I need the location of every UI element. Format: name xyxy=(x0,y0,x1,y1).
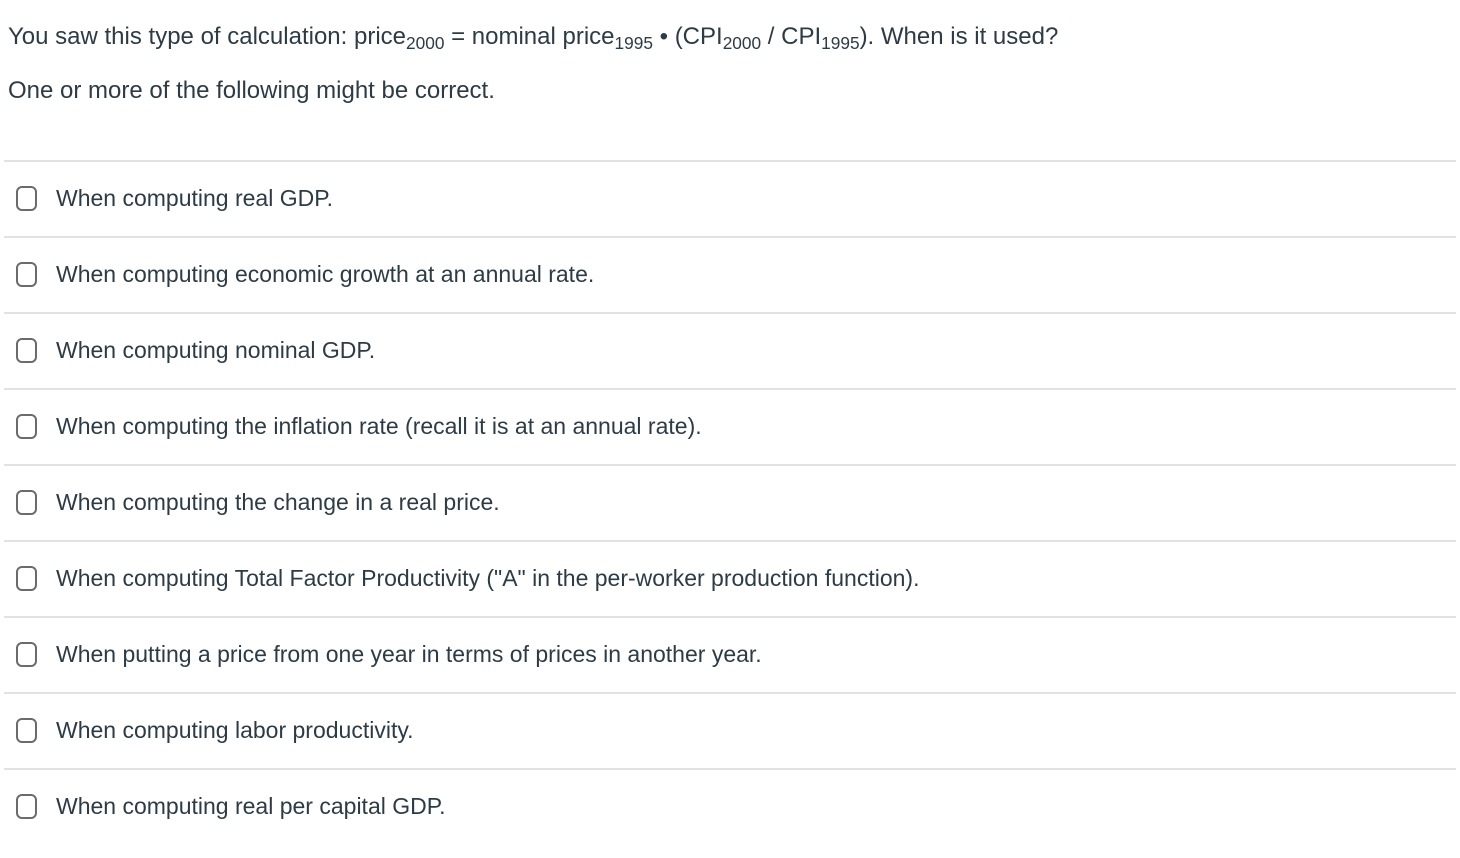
answer-checkbox[interactable] xyxy=(16,794,37,820)
formula-subscript: 2000 xyxy=(406,32,445,53)
answer-label[interactable]: When computing the inflation rate (recal… xyxy=(56,413,702,440)
answer-label[interactable]: When computing real per capital GDP. xyxy=(56,793,446,820)
answer-row[interactable]: When computing nominal GDP. xyxy=(4,311,1456,388)
answer-checkbox[interactable] xyxy=(16,338,37,364)
answer-label[interactable]: When computing the change in a real pric… xyxy=(56,489,500,516)
answer-checkbox[interactable] xyxy=(16,490,37,516)
answer-label[interactable]: When computing nominal GDP. xyxy=(56,337,376,364)
formula-segment: You saw this type of calculation: price xyxy=(8,23,407,50)
answer-row[interactable]: When putting a price from one year in te… xyxy=(4,615,1456,692)
question-instruction-line: One or more of the following might be co… xyxy=(8,76,495,104)
answer-checkbox[interactable] xyxy=(16,186,37,212)
question-formula-line: You saw this type of calculation: price2… xyxy=(8,13,1450,67)
answer-checkbox[interactable] xyxy=(16,566,37,592)
answer-label[interactable]: When computing Total Factor Productivity… xyxy=(56,565,920,592)
answers-list: When computing real GDP. When computing … xyxy=(4,159,1456,844)
answer-row[interactable]: When computing labor productivity. xyxy=(4,691,1456,768)
answer-row[interactable]: When computing real GDP. xyxy=(4,159,1456,236)
formula-subscript: 2000 xyxy=(722,32,762,53)
answer-row[interactable]: When computing economic growth at an ann… xyxy=(4,235,1456,312)
answer-checkbox[interactable] xyxy=(16,262,37,288)
formula-segment: / CPI xyxy=(761,23,822,50)
answer-label[interactable]: When computing real GDP. xyxy=(56,185,333,212)
answer-label[interactable]: When putting a price from one year in te… xyxy=(56,641,762,668)
answer-checkbox[interactable] xyxy=(16,414,37,440)
formula-segment: • (CPI xyxy=(652,23,723,50)
answer-row[interactable]: When computing real per capital GDP. xyxy=(4,767,1456,844)
question-text: You saw this type of calculation: price2… xyxy=(0,0,1460,114)
answer-row[interactable]: When computing the change in a real pric… xyxy=(4,463,1456,540)
formula-segment: ). When is it used? xyxy=(859,23,1059,50)
answer-row[interactable]: When computing the inflation rate (recal… xyxy=(4,387,1456,464)
answer-label[interactable]: When computing labor productivity. xyxy=(56,717,414,744)
formula-segment: = nominal price xyxy=(444,23,615,50)
formula-subscript: 1995 xyxy=(614,32,653,53)
answer-checkbox[interactable] xyxy=(16,642,37,668)
answer-checkbox[interactable] xyxy=(16,718,37,744)
answer-row[interactable]: When computing Total Factor Productivity… xyxy=(4,539,1456,616)
answer-label[interactable]: When computing economic growth at an ann… xyxy=(56,261,595,288)
formula-subscript: 1995 xyxy=(821,32,860,53)
